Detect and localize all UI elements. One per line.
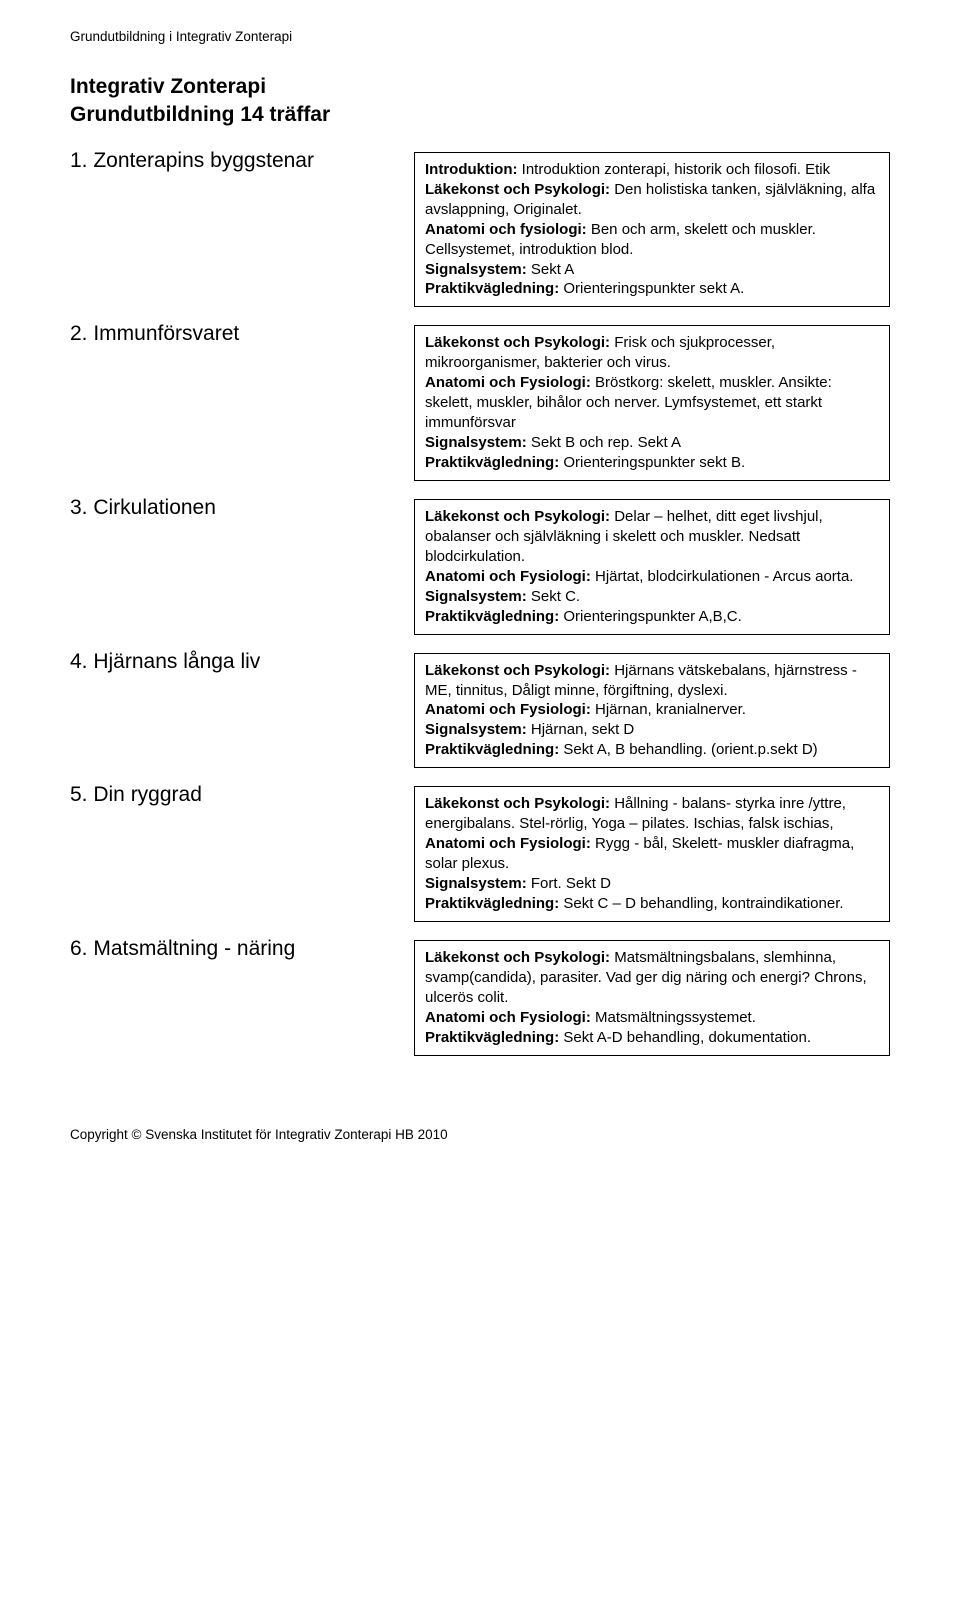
box-line-text: Orienteringspunkter sekt A.	[559, 280, 744, 297]
section-heading-5: 5. Din ryggrad	[70, 782, 202, 809]
box-line-label: Signalsystem:	[425, 434, 527, 451]
box-line-text: Sekt A	[527, 261, 575, 278]
box-line-label: Signalsystem:	[425, 875, 527, 892]
page-footer: Copyright © Svenska Institutet för Integ…	[70, 1126, 890, 1143]
box-line-text: Hjärtat, blodcirkulationen - Arcus aorta…	[591, 568, 854, 585]
content-row: 1. Zonterapins byggstenar2. Immunförsvar…	[70, 152, 890, 1056]
box-line-label: Signalsystem:	[425, 721, 527, 738]
box-line-label: Läkekonst och Psykologi:	[425, 508, 610, 525]
info-box-1: Introduktion: Introduktion zonterapi, hi…	[414, 152, 890, 308]
info-box-4: Läkekonst och Psykologi: Hjärnans vätske…	[414, 653, 890, 769]
section-heading-6: 6. Matsmältning - näring	[70, 936, 295, 963]
box-line-label: Praktikvägledning:	[425, 608, 559, 625]
box-line-label: Introduktion:	[425, 161, 517, 178]
right-column: Introduktion: Introduktion zonterapi, hi…	[414, 152, 890, 1056]
box-line-label: Läkekonst och Psykologi:	[425, 949, 610, 966]
box-line-text: Sekt C.	[527, 588, 580, 605]
box-line-text: Fort. Sekt D	[527, 875, 611, 892]
box-line-label: Praktikvägledning:	[425, 454, 559, 471]
box-line-label: Anatomi och Fysiologi:	[425, 701, 591, 718]
box-line-text: Hjärnan, kranialnerver.	[591, 701, 746, 718]
box-line-label: Anatomi och Fysiologi:	[425, 835, 591, 852]
box-line-label: Anatomi och Fysiologi:	[425, 1009, 591, 1026]
section-heading-1: 1. Zonterapins byggstenar	[70, 148, 314, 175]
box-line-text: Orienteringspunkter sekt B.	[559, 454, 745, 471]
box-line-label: Läkekonst och Psykologi:	[425, 795, 610, 812]
box-line-label: Anatomi och fysiologi:	[425, 221, 587, 238]
box-line-text: Sekt B och rep. Sekt A	[527, 434, 681, 451]
box-line-label: Signalsystem:	[425, 261, 527, 278]
box-line-label: Praktikvägledning:	[425, 280, 559, 297]
box-line-label: Signalsystem:	[425, 588, 527, 605]
box-line-label: Läkekonst och Psykologi:	[425, 662, 610, 679]
box-line-text: Hjärnan, sekt D	[527, 721, 635, 738]
page-header: Grundutbildning i Integrativ Zonterapi	[70, 28, 890, 45]
info-box-5: Läkekonst och Psykologi: Hållning - bala…	[414, 786, 890, 922]
section-heading-3: 3. Cirkulationen	[70, 495, 216, 522]
box-line-text: Sekt C – D behandling, kontraindikatione…	[559, 895, 843, 912]
title-line-1: Integrativ Zonterapi	[70, 75, 266, 98]
box-line-text: Introduktion zonterapi, historik och fil…	[517, 161, 830, 178]
info-box-6: Läkekonst och Psykologi: Matsmältningsba…	[414, 940, 890, 1056]
title-line-2: Grundutbildning 14 träffar	[70, 103, 330, 126]
document-title: Integrativ Zonterapi Grundutbildning 14 …	[70, 73, 890, 128]
box-line-label: Anatomi och Fysiologi:	[425, 374, 591, 391]
box-line-label: Läkekonst och Psykologi:	[425, 334, 610, 351]
section-heading-4: 4. Hjärnans långa liv	[70, 649, 260, 676]
box-line-label: Praktikvägledning:	[425, 741, 559, 758]
box-line-text: Orienteringspunkter A,B,C.	[559, 608, 742, 625]
section-heading-2: 2. Immunförsvaret	[70, 321, 239, 348]
box-line-label: Praktikvägledning:	[425, 1029, 559, 1046]
left-column: 1. Zonterapins byggstenar2. Immunförsvar…	[70, 152, 390, 1056]
box-line-label: Praktikvägledning:	[425, 895, 559, 912]
box-line-text: Sekt A-D behandling, dokumentation.	[559, 1029, 811, 1046]
box-line-text: Matsmältningssystemet.	[591, 1009, 756, 1026]
info-box-3: Läkekonst och Psykologi: Delar – helhet,…	[414, 499, 890, 635]
box-line-label: Anatomi och Fysiologi:	[425, 568, 591, 585]
info-box-2: Läkekonst och Psykologi: Frisk och sjukp…	[414, 325, 890, 481]
box-line-label: Läkekonst och Psykologi:	[425, 181, 610, 198]
box-line-text: Sekt A, B behandling. (orient.p.sekt D)	[559, 741, 817, 758]
